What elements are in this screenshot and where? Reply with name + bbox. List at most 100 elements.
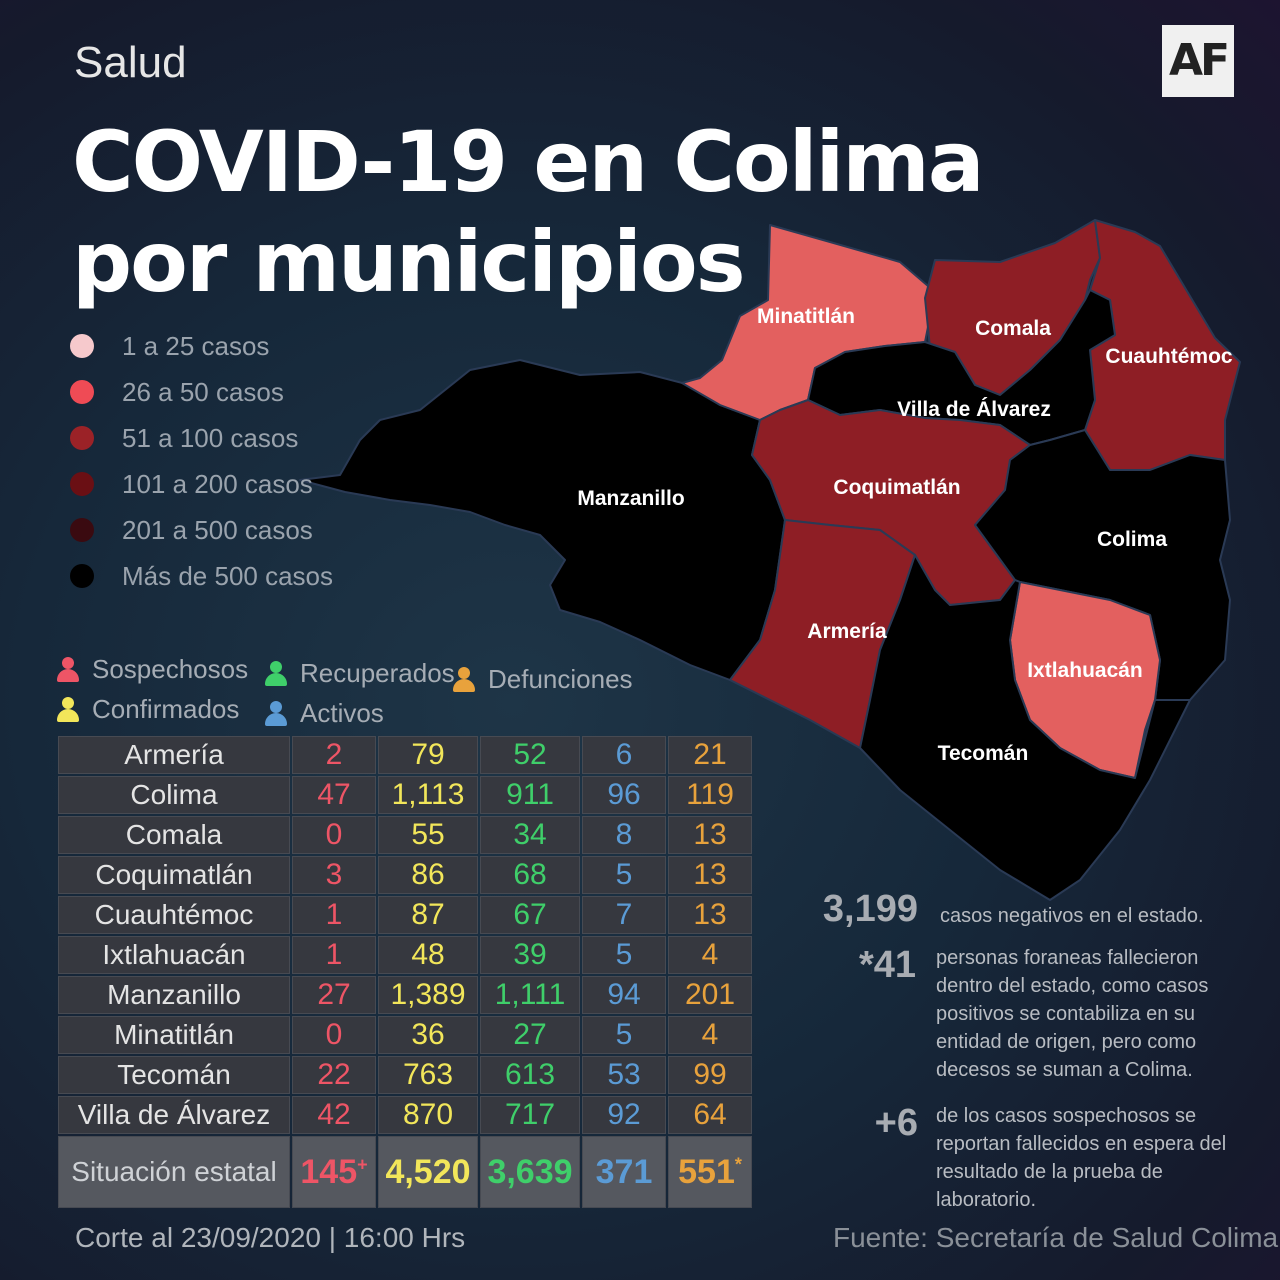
total-value: 145 [300, 1152, 358, 1191]
table-row: Tecomán 22 763 613 53 99 [58, 1056, 752, 1094]
municipio-name: Ixtlahuacán [58, 936, 290, 974]
municipio-name: Cuauhtémoc [58, 896, 290, 934]
legend-label: 101 a 200 casos [122, 468, 313, 499]
map-label-comala: Comala [975, 317, 1051, 340]
cell-confirmados: 36 [378, 1016, 478, 1054]
cell-defunciones: 4 [668, 1016, 752, 1054]
cell-recuperados: 34 [480, 816, 580, 854]
title-line-2: por municipios [72, 213, 746, 311]
category-activos: Activos [264, 698, 384, 729]
cell-sospechosos: 22 [292, 1056, 376, 1094]
total-value: 551 [678, 1152, 735, 1191]
cell-recuperados: 27 [480, 1016, 580, 1054]
cell-confirmados: 1,389 [378, 976, 478, 1014]
category-label: Recuperados [300, 658, 455, 688]
person-icon [264, 700, 288, 727]
municipio-name: Manzanillo [58, 976, 290, 1014]
map-label-villa: Villa de Álvarez [897, 398, 1051, 421]
category-label: Confirmados [92, 694, 240, 724]
note-number: *41 [858, 944, 916, 986]
total-label: Situación estatal [58, 1136, 290, 1208]
cell-sospechosos: 3 [292, 856, 376, 894]
total-value: 371 [595, 1152, 653, 1191]
cell-confirmados: 48 [378, 936, 478, 974]
cell-recuperados: 67 [480, 896, 580, 934]
person-icon [56, 696, 80, 723]
category-sospechosos: Sospechosos [56, 654, 248, 685]
page-title: COVID-19 en Colima por municipios [72, 112, 985, 312]
category-recuperados: Recuperados [264, 658, 455, 689]
cell-recuperados: 717 [480, 1096, 580, 1134]
footnote-mark: * [734, 1154, 742, 1175]
map-label-coquimatlan: Coquimatlán [833, 476, 960, 499]
cell-confirmados: 87 [378, 896, 478, 934]
cell-activos: 94 [582, 976, 666, 1014]
cell-activos: 5 [582, 936, 666, 974]
person-icon [452, 666, 476, 693]
cell-defunciones: 99 [668, 1056, 752, 1094]
municipio-name: Tecomán [58, 1056, 290, 1094]
legend-item: Más de 500 casos [70, 553, 333, 599]
total-defunciones: 551* [668, 1136, 752, 1208]
region-tecoman [859, 554, 1191, 901]
cell-recuperados: 39 [480, 936, 580, 974]
cell-confirmados: 55 [378, 816, 478, 854]
af-logo: AF [1162, 25, 1234, 97]
legend-item: 26 a 50 casos [70, 369, 333, 415]
table-row: Manzanillo 27 1,389 1,111 94 201 [58, 976, 752, 1014]
legend-swatch [70, 472, 94, 496]
category-legend: Sospechosos Confirmados Recuperados Acti… [56, 650, 656, 730]
table-row: Colima 47 1,113 911 96 119 [58, 776, 752, 814]
total-row: Situación estatal 145+ 4,520 3,639 371 551* [58, 1136, 752, 1208]
municipio-name: Armería [58, 736, 290, 774]
legend-label: Más de 500 casos [122, 560, 334, 591]
category-confirmados: Confirmados [56, 694, 239, 725]
map-label-ixtlahuacan: Ixtlahuacán [1027, 659, 1143, 682]
region-manzanillo [299, 359, 786, 681]
cell-activos: 6 [582, 736, 666, 774]
municipio-name: Coquimatlán [58, 856, 290, 894]
legend-swatch [70, 564, 94, 588]
cell-activos: 96 [582, 776, 666, 814]
cell-defunciones: 64 [668, 1096, 752, 1134]
map-label-manzanillo: Manzanillo [577, 487, 684, 510]
title-line-1: COVID-19 en Colima [72, 113, 985, 211]
cell-confirmados: 763 [378, 1056, 478, 1094]
cell-sospechosos: 42 [292, 1096, 376, 1134]
total-confirmados: 4,520 [378, 1136, 478, 1208]
person-icon [56, 656, 80, 683]
cell-sospechosos: 27 [292, 976, 376, 1014]
cell-activos: 5 [582, 1016, 666, 1054]
table-row: Ixtlahuacán 1 48 39 5 4 [58, 936, 752, 974]
category-label: Activos [300, 698, 384, 728]
legend-swatch [70, 518, 94, 542]
table-row: Villa de Álvarez 42 870 717 92 64 [58, 1096, 752, 1134]
cell-recuperados: 613 [480, 1056, 580, 1094]
cell-sospechosos: 1 [292, 896, 376, 934]
category-label: Sospechosos [92, 654, 249, 684]
table-row: Coquimatlán 3 86 68 5 13 [58, 856, 752, 894]
cell-sospechosos: 2 [292, 736, 376, 774]
cell-confirmados: 870 [378, 1096, 478, 1134]
note-text: personas foraneas fallecieron dentro del… [936, 947, 1209, 1081]
legend-item: 201 a 500 casos [70, 507, 333, 553]
source-credit: Fuente: Secretaría de Salud Colima [833, 1222, 1279, 1253]
cell-defunciones: 201 [668, 976, 752, 1014]
legend-label: 201 a 500 casos [122, 514, 313, 545]
table-row: Comala 0 55 34 8 13 [58, 816, 752, 854]
municipio-name: Villa de Álvarez [58, 1096, 290, 1134]
legend-swatch [70, 426, 94, 450]
section-label: Salud [74, 38, 187, 87]
cell-sospechosos: 0 [292, 1016, 376, 1054]
total-value: 4,520 [385, 1152, 471, 1191]
note-foraneas: *41 personas foraneas fallecieron dentro… [820, 944, 1236, 1084]
total-value: 3,639 [487, 1152, 573, 1191]
category-label: Defunciones [488, 664, 633, 694]
cell-confirmados: 79 [378, 736, 478, 774]
cell-activos: 8 [582, 816, 666, 854]
cell-defunciones: 13 [668, 896, 752, 934]
table-row: Minatitlán 0 36 27 5 4 [58, 1016, 752, 1054]
cell-activos: 92 [582, 1096, 666, 1134]
cell-activos: 7 [582, 896, 666, 934]
